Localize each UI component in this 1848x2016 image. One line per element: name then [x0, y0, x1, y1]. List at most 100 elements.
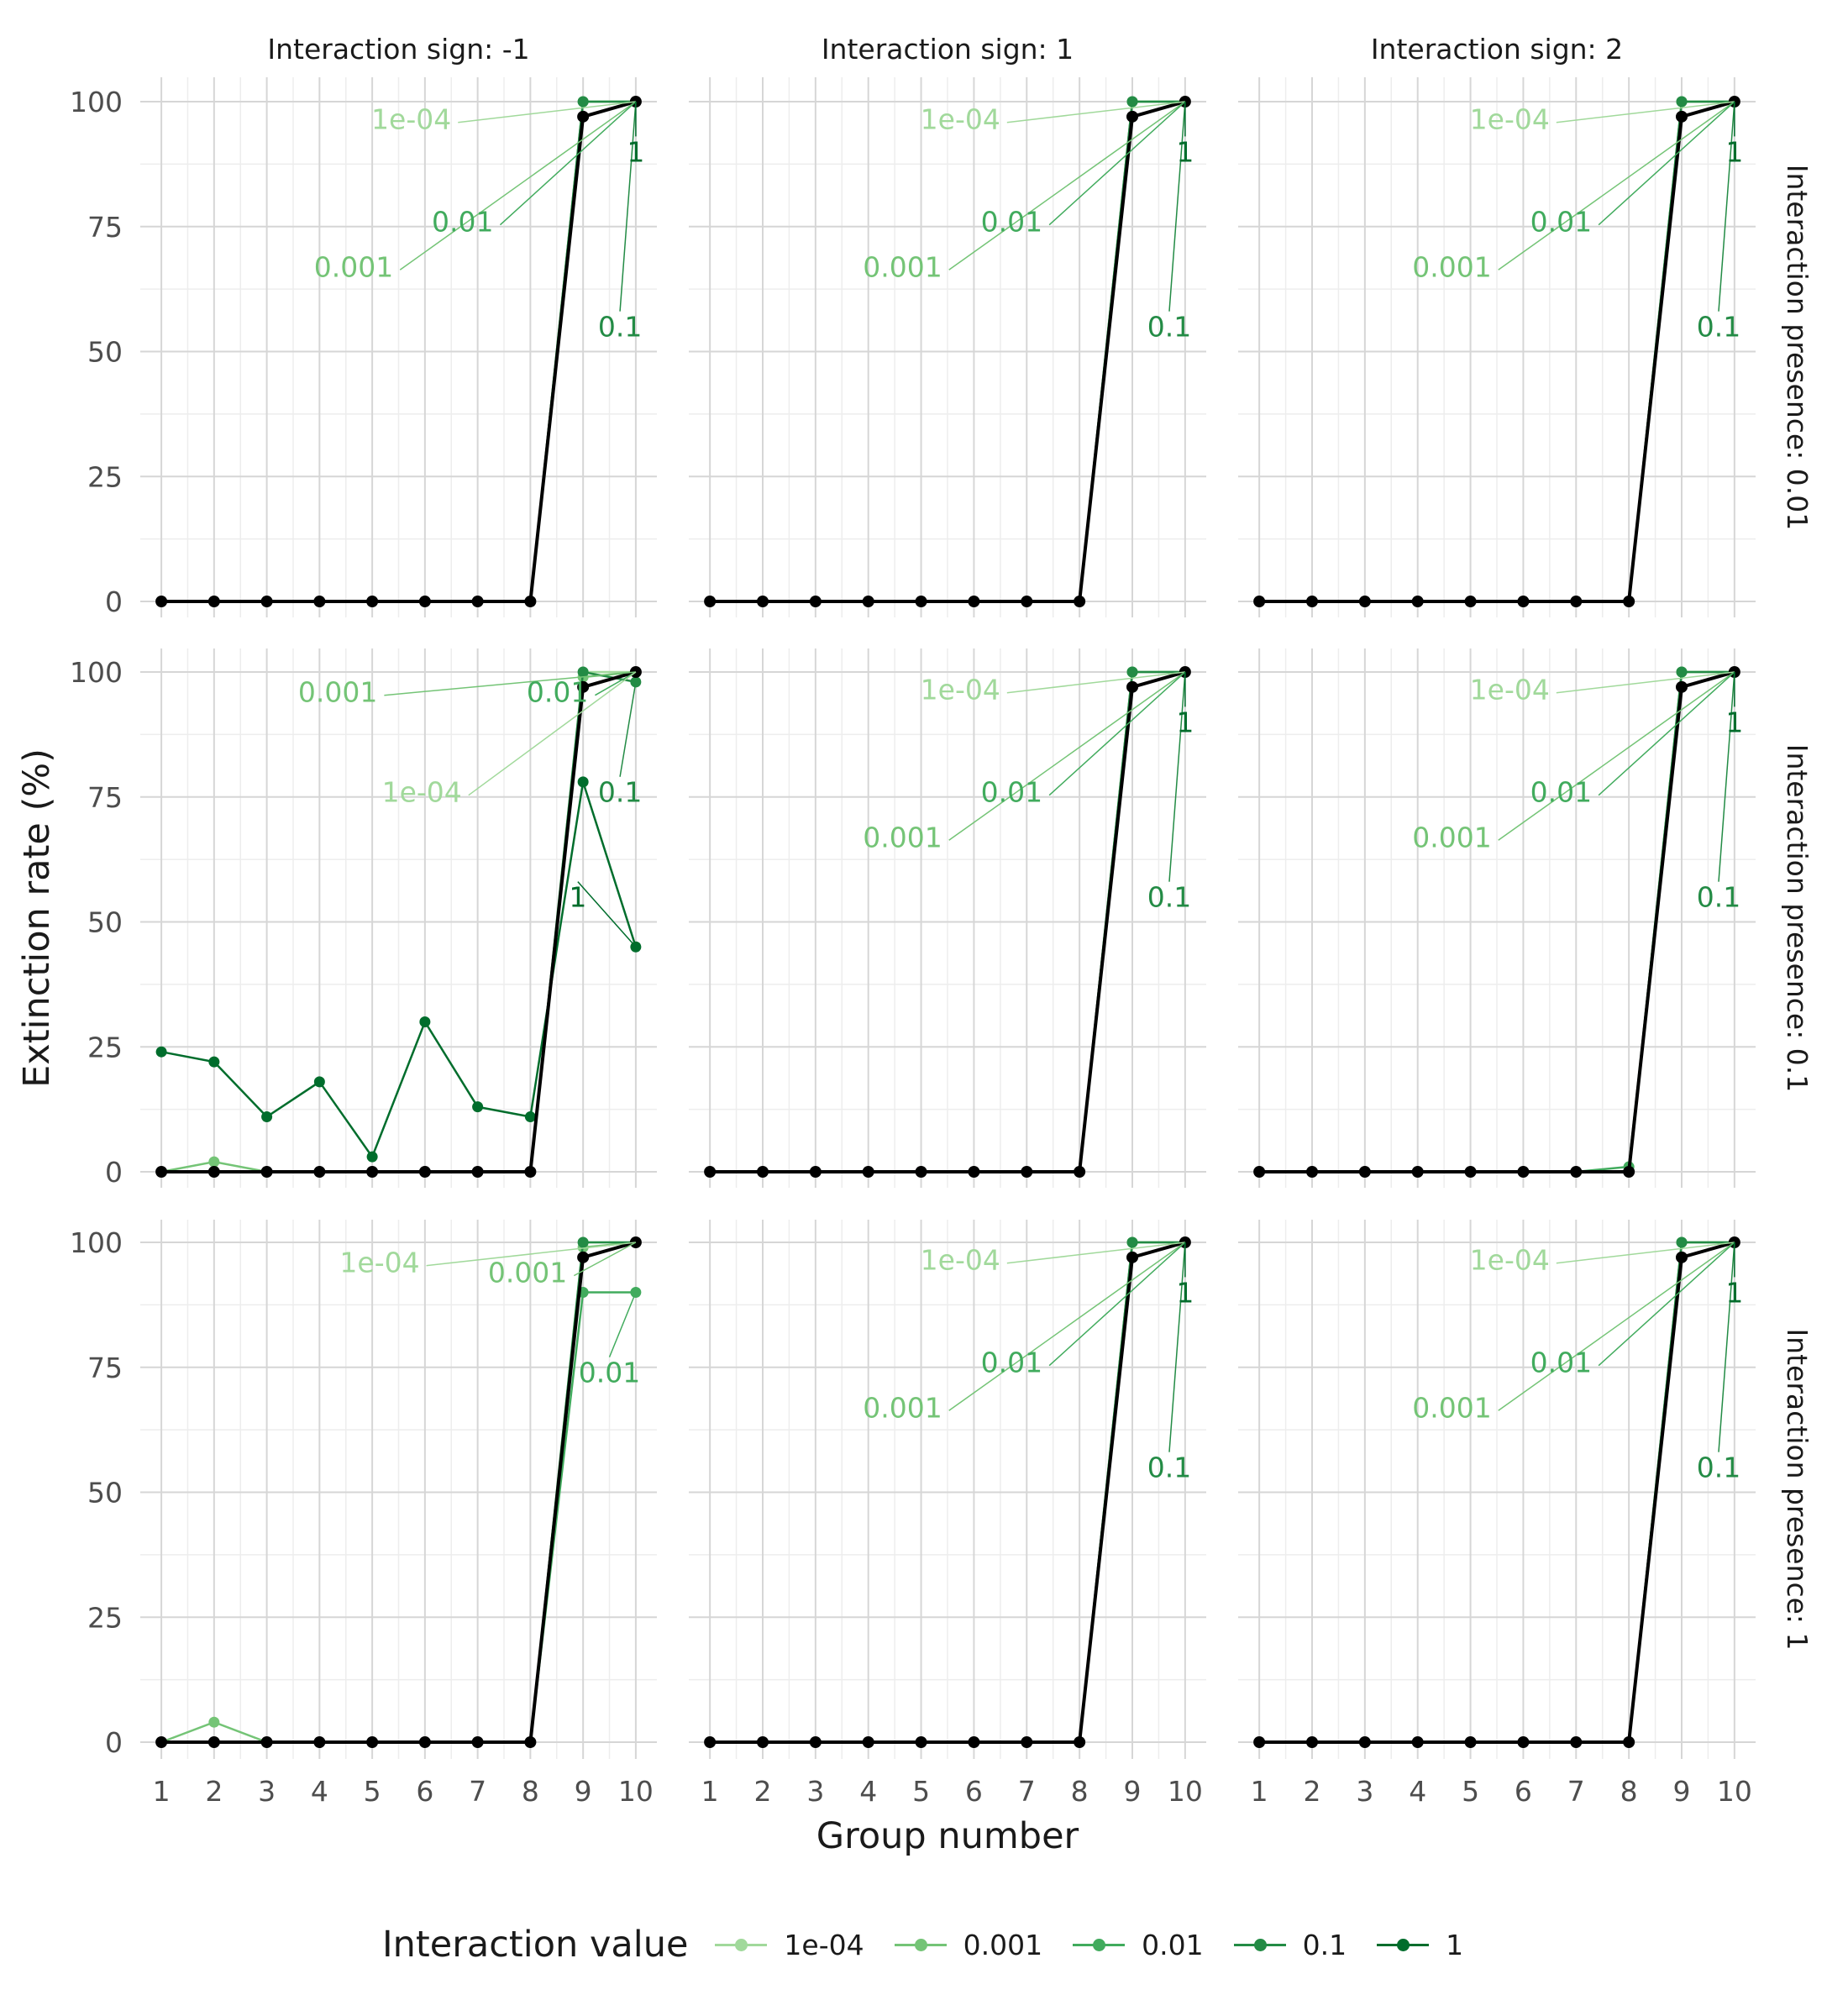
series-label-1e-04: 1e-04 — [382, 776, 462, 809]
y-tick-label: 100 — [70, 1226, 123, 1259]
highlight-point — [260, 1736, 273, 1748]
x-tick-label: 1 — [1251, 1775, 1268, 1808]
label-connector — [1598, 671, 1735, 796]
x-tick-label: 7 — [1018, 1775, 1036, 1808]
legend-items: 1e-04 0.001 0.01 0.1 1 — [711, 1928, 1490, 1961]
highlight-point — [1021, 1166, 1033, 1178]
highlight-point — [1358, 1736, 1371, 1748]
highlight-point — [1074, 1736, 1086, 1748]
label-connector — [1718, 101, 1735, 312]
series-label-0.1: 0.1 — [1147, 311, 1191, 344]
highlight-point — [207, 1166, 220, 1178]
legend-key-dot — [914, 1939, 927, 1951]
series-label-0.1: 0.1 — [1147, 881, 1191, 914]
highlight-point — [1570, 1166, 1583, 1178]
highlight-line — [1259, 670, 1735, 1173]
data-point-1 — [208, 1056, 220, 1068]
legend-label: 0.001 — [963, 1928, 1043, 1961]
series-label-0.1: 0.1 — [1697, 881, 1740, 914]
data-point-0.1 — [1126, 96, 1138, 108]
highlight-point — [1358, 596, 1371, 607]
legend-item: 1 — [1373, 1928, 1463, 1961]
y-tick-label: 25 — [87, 460, 123, 493]
series-label-1: 1 — [1176, 1276, 1194, 1309]
highlight-line — [161, 1241, 637, 1744]
highlight-point — [155, 1166, 168, 1178]
highlight-point — [1126, 680, 1138, 693]
y-tick-label: 50 — [87, 1477, 123, 1509]
data-point-0.1 — [1126, 666, 1138, 678]
x-tick-label: 7 — [1567, 1775, 1585, 1808]
x-tick-label: 5 — [912, 1775, 930, 1808]
label-connector — [1718, 671, 1735, 882]
x-tick-label: 9 — [1673, 1775, 1691, 1808]
x-tick-label: 1 — [153, 1775, 171, 1808]
label-connector — [1556, 1242, 1735, 1264]
highlight-point — [155, 1736, 168, 1748]
x-tick-label: 10 — [618, 1775, 654, 1808]
series-label-0.01: 0.01 — [1530, 776, 1592, 809]
highlight-point — [1623, 1166, 1635, 1178]
highlight-point — [757, 1166, 769, 1178]
label-connector — [619, 681, 637, 777]
x-tick-label: 10 — [1168, 1775, 1203, 1808]
series-label-0.1: 0.1 — [1697, 1452, 1740, 1484]
legend-key-dot — [735, 1939, 748, 1951]
label-connector — [1168, 1242, 1186, 1452]
series-label-1: 1 — [569, 881, 586, 914]
data-point-0.1 — [1676, 1236, 1688, 1248]
highlight-point — [524, 596, 537, 607]
highlight-point — [968, 596, 980, 607]
x-tick-label: 4 — [859, 1775, 877, 1808]
series-label-0.001: 0.001 — [298, 676, 377, 709]
legend-key-dot — [1397, 1939, 1410, 1951]
highlight-point — [1464, 596, 1477, 607]
label-connector — [458, 101, 636, 123]
highlight-point — [1306, 1736, 1318, 1748]
label-connector — [619, 101, 637, 312]
series-label-1: 1 — [1176, 706, 1194, 738]
highlight-point — [1517, 1166, 1530, 1178]
facet-row-label: Interaction presence: 1 — [1781, 1328, 1814, 1650]
data-point-0.1 — [577, 666, 589, 678]
label-connector — [1006, 671, 1185, 694]
x-tick-label: 3 — [1356, 1775, 1373, 1808]
highlight-point — [471, 1736, 484, 1748]
highlight-point — [1253, 596, 1266, 607]
highlight-point — [915, 1166, 927, 1178]
highlight-point — [1570, 596, 1583, 607]
highlight-point — [704, 1736, 717, 1748]
highlight-point — [809, 596, 822, 607]
x-tick-label: 2 — [754, 1775, 772, 1808]
series-label-1e-04: 1e-04 — [1470, 1244, 1550, 1277]
x-tick-label: 6 — [1515, 1775, 1532, 1808]
highlight-point — [155, 596, 168, 607]
label-connector — [1598, 1242, 1735, 1367]
series-label-0.01: 0.01 — [432, 206, 493, 239]
label-connector — [499, 101, 637, 226]
y-tick-label: 75 — [87, 1352, 123, 1384]
label-connector — [1168, 671, 1186, 882]
series-label-0.1: 0.1 — [598, 776, 642, 809]
facet-column-label: Interaction sign: 2 — [1371, 33, 1623, 66]
series-label-0.01: 0.01 — [579, 1357, 640, 1389]
legend-key — [891, 1928, 950, 1961]
highlight-point — [1676, 110, 1688, 123]
highlight-line — [1259, 1241, 1735, 1744]
label-connector — [948, 1242, 1186, 1411]
highlight-point — [1570, 1736, 1583, 1748]
x-tick-label: 2 — [205, 1775, 223, 1808]
x-tick-label: 8 — [1620, 1775, 1638, 1808]
highlight-point — [862, 596, 874, 607]
highlight-point — [418, 1166, 431, 1178]
label-connector — [608, 1292, 637, 1357]
highlight-point — [862, 1166, 874, 1178]
highlight-point — [1021, 1736, 1033, 1748]
highlight-line — [710, 670, 1186, 1173]
label-connector — [1598, 101, 1735, 226]
highlight-point — [524, 1736, 537, 1748]
highlight-point — [207, 1736, 220, 1748]
label-connector — [1006, 1242, 1185, 1264]
label-connector — [1556, 671, 1735, 694]
highlight-point — [1411, 1166, 1424, 1178]
